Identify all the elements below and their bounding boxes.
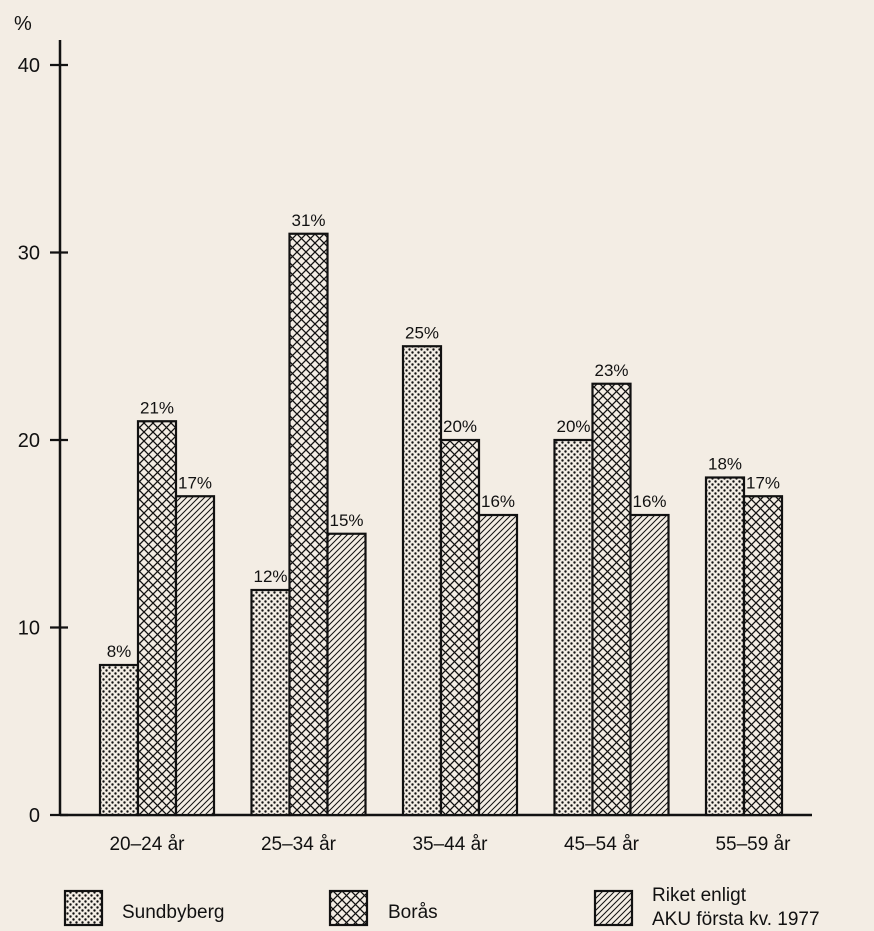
data-label-riket: 16%: [632, 492, 666, 511]
bar-sundbyberg: [250, 588, 291, 817]
data-label-boras: 17%: [746, 473, 780, 492]
bar-sundbyberg: [704, 476, 746, 817]
data-label-sundbyberg: 8%: [107, 642, 132, 661]
bar-riket: [326, 532, 367, 817]
bar-riket: [174, 495, 216, 817]
data-label-riket: 17%: [178, 473, 212, 492]
legend: Sundbyberg Borås Riket enligt AKU första…: [63, 885, 820, 930]
y-axis-ticks: 0 10 20 30 40: [18, 55, 68, 827]
legend-label-riket-line1: Riket enligt: [652, 885, 747, 906]
bar-sundbyberg: [401, 345, 443, 817]
y-tick-label: 20: [18, 430, 40, 452]
bar-boras: [591, 382, 632, 817]
category-label: 20–24 år: [109, 834, 185, 855]
y-tick-label: 30: [18, 243, 40, 265]
bar-sundbyberg: [98, 663, 140, 817]
y-axis-unit-label: %: [14, 13, 32, 35]
data-label-boras: 21%: [140, 398, 174, 417]
bar-riket: [629, 513, 670, 817]
bar-boras: [742, 495, 784, 817]
data-label-riket: 16%: [481, 492, 515, 511]
y-tick-label: 0: [29, 805, 40, 827]
data-label-sundbyberg: 12%: [253, 567, 287, 586]
legend-swatch-sundbyberg: [63, 889, 104, 927]
data-label-boras: 20%: [443, 417, 477, 436]
bar-riket: [477, 513, 519, 817]
bar-boras: [136, 420, 178, 817]
category-labels: 20–24 år 25–34 år 35–44 år 45–54 år 55–59 år: [109, 834, 791, 855]
bar-sundbyberg: [553, 438, 594, 817]
data-label-sundbyberg: 18%: [708, 455, 742, 474]
y-tick-label: 40: [18, 55, 40, 77]
legend-swatch-riket: [593, 889, 634, 927]
data-label-sundbyberg: 20%: [556, 417, 590, 436]
legend-label-sundbyberg: Sundbyberg: [122, 902, 224, 923]
category-label: 25–34 år: [261, 834, 337, 855]
legend-label-riket-line2: AKU första kv. 1977: [652, 909, 820, 930]
bars-group: 8%21%17%12%31%15%25%20%16%20%23%16%18%17…: [98, 211, 784, 817]
data-label-boras: 23%: [594, 361, 628, 380]
legend-label-boras: Borås: [388, 902, 438, 923]
category-label: 45–54 år: [564, 834, 640, 855]
data-label-riket: 15%: [329, 511, 363, 530]
category-label: 35–44 år: [412, 834, 488, 855]
y-tick-label: 10: [18, 618, 40, 640]
data-label-boras: 31%: [291, 211, 325, 230]
legend-swatch-boras: [328, 889, 369, 927]
bar-boras: [288, 232, 329, 817]
bar-boras: [439, 438, 481, 817]
data-label-sundbyberg: 25%: [405, 323, 439, 342]
category-label: 55–59 år: [715, 834, 791, 855]
